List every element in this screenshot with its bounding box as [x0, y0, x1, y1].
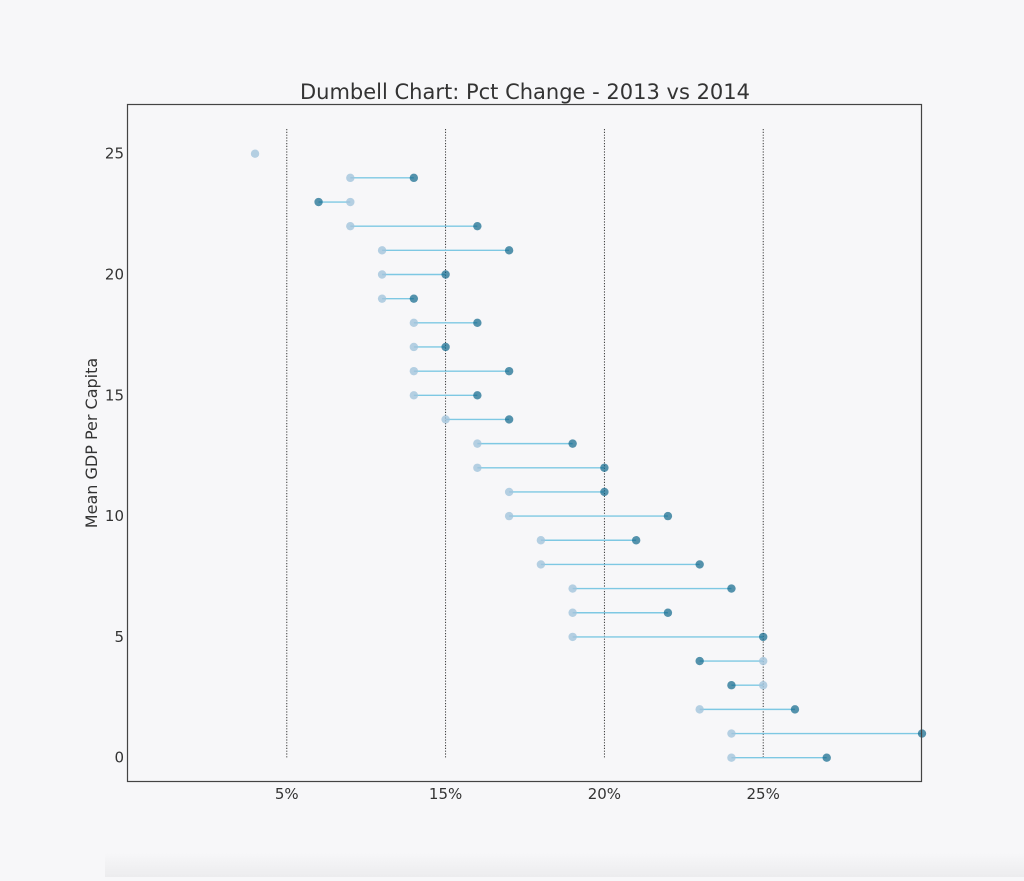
- point-2013-4: [759, 656, 768, 666]
- point-2014-6: [663, 608, 673, 617]
- y-tick-label-4: 20: [105, 266, 124, 284]
- point-2013-0: [727, 753, 736, 762]
- point-2013-10: [504, 511, 514, 521]
- point-2013-7: [568, 584, 577, 593]
- point-2013-19: [377, 294, 387, 303]
- y-tick-label-5: 25: [105, 145, 124, 163]
- point-2013-24: [346, 173, 355, 183]
- point-2013-5: [568, 632, 577, 642]
- point-2014-5: [759, 632, 768, 642]
- plot-layer: 5% 15% 20% 25% 0 5 10 15 20 25: [105, 129, 927, 803]
- point-2013-15: [409, 391, 419, 400]
- point-2014-4: [695, 656, 704, 666]
- point-2013-8: [536, 560, 546, 569]
- point-2014-23: [314, 197, 323, 207]
- point-2014-18: [473, 318, 482, 328]
- y-tick-label-2: 10: [105, 507, 124, 525]
- point-2013-18: [409, 318, 419, 328]
- y-tick-label-3: 15: [105, 386, 124, 404]
- point-2014-2: [790, 705, 800, 714]
- x-tick-label-3: 25%: [747, 785, 780, 803]
- point-2014-17: [441, 342, 450, 352]
- point-2013-20: [377, 270, 387, 279]
- point-2014-8: [695, 560, 704, 569]
- point-2013-25: [250, 149, 260, 158]
- x-tick-label-1: 15%: [429, 785, 462, 803]
- point-2014-24: [409, 173, 419, 183]
- point-2013-21: [377, 246, 387, 255]
- point-2013-6: [568, 608, 577, 617]
- point-2013-1: [727, 729, 736, 738]
- point-2014-0: [822, 753, 831, 762]
- point-2014-15: [473, 391, 482, 400]
- point-2013-2: [695, 705, 704, 714]
- y-tick-label-1: 5: [114, 628, 124, 646]
- bottom-shadow-band: [105, 853, 1024, 877]
- x-tick-label-2: 20%: [588, 785, 621, 803]
- point-2014-20: [441, 270, 450, 279]
- y-axis-label: Mean GDP Per Capita: [82, 358, 101, 528]
- point-2014-13: [568, 439, 577, 448]
- point-2013-12: [473, 463, 482, 472]
- point-2013-3: [759, 681, 768, 690]
- point-2013-14: [441, 415, 450, 424]
- point-2014-16: [504, 366, 514, 376]
- chart-title: Dumbell Chart: Pct Change - 2013 vs 2014: [300, 80, 750, 104]
- point-2013-11: [504, 487, 514, 497]
- point-2013-13: [473, 439, 482, 448]
- x-tick-label-0: 5%: [275, 785, 299, 803]
- point-2014-19: [409, 294, 419, 303]
- point-2013-9: [536, 536, 546, 545]
- point-2013-23: [346, 197, 355, 207]
- point-2014-9: [631, 536, 641, 545]
- point-2014-7: [727, 584, 736, 593]
- point-2014-11: [600, 487, 609, 497]
- point-2014-12: [600, 463, 609, 472]
- point-2014-14: [504, 415, 514, 424]
- point-2014-22: [473, 221, 482, 231]
- y-tick-label-0: 0: [114, 749, 124, 767]
- point-2014-10: [663, 511, 673, 521]
- point-2014-3: [727, 681, 736, 690]
- point-2013-17: [409, 342, 419, 352]
- point-2013-22: [346, 221, 355, 231]
- point-2013-16: [409, 366, 419, 376]
- plot-frame: [126, 103, 923, 783]
- point-2014-21: [504, 246, 514, 255]
